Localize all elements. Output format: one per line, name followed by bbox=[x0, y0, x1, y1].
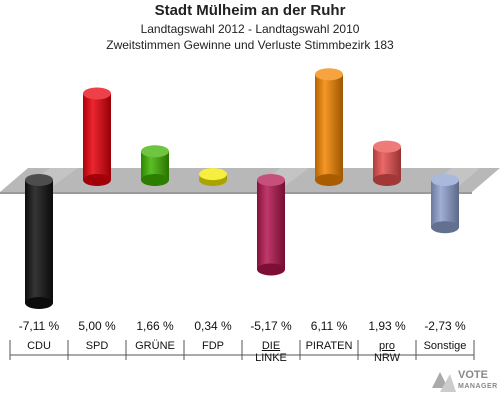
baseline-plane-edge bbox=[0, 192, 472, 194]
bar-top-cap bbox=[431, 174, 459, 186]
bar-fdp bbox=[199, 168, 227, 186]
value-label: 5,00 % bbox=[78, 319, 116, 333]
category-label-line-1: SPD bbox=[85, 340, 109, 352]
chart-subtitle: Landtagswahl 2012 - Landtagswahl 2010 bbox=[140, 22, 360, 36]
category-label-line-1: pro bbox=[379, 340, 395, 352]
bar-top-cap bbox=[373, 140, 401, 153]
bar-spd bbox=[83, 87, 111, 186]
category-label-line-1: PIRATEN bbox=[305, 340, 353, 352]
bar-body bbox=[315, 74, 343, 180]
value-label: 1,93 % bbox=[368, 319, 406, 333]
category-label-line-1: Sonstige bbox=[423, 340, 467, 352]
bar-top-cap bbox=[257, 174, 285, 186]
bar-top-cap bbox=[141, 145, 169, 158]
category-label-line-2: NRW bbox=[373, 352, 401, 364]
bar-body bbox=[25, 180, 53, 304]
value-label: 0,34 % bbox=[194, 319, 232, 333]
logo-line-2: MANAGER bbox=[458, 383, 498, 390]
logo-text: VOTE MANAGER bbox=[458, 370, 498, 392]
bar-die bbox=[257, 148, 335, 276]
category-label-line-1: FDP bbox=[202, 340, 224, 352]
bar-body bbox=[83, 93, 111, 180]
category-label: PIRATEN bbox=[300, 340, 358, 352]
bar-grüne bbox=[141, 145, 169, 186]
category-label-line-2: LINKE bbox=[255, 352, 287, 364]
category-label: CDU bbox=[10, 340, 68, 352]
value-label: -2,73 % bbox=[424, 319, 466, 333]
bar-piraten bbox=[315, 68, 343, 186]
bar-sonstige bbox=[431, 163, 485, 234]
vote-manager-logo bbox=[432, 372, 456, 392]
category-label: SPD bbox=[68, 340, 126, 352]
category-label: pro NRW bbox=[358, 340, 416, 364]
bar-bottom-cap bbox=[25, 297, 53, 310]
baseline-plane bbox=[0, 168, 500, 194]
logo-line-1: VOTE bbox=[458, 369, 488, 381]
bar-bottom-cap bbox=[431, 221, 459, 234]
category-label: DIE LINKE bbox=[242, 340, 300, 364]
bar-body bbox=[257, 180, 285, 270]
category-label-line-1: GRÜNE bbox=[135, 340, 175, 352]
category-label-line-1: DIE bbox=[261, 340, 281, 352]
bar-bottom-cap bbox=[373, 174, 401, 186]
bar-top-cap bbox=[25, 174, 53, 186]
value-label: 1,66 % bbox=[136, 319, 174, 333]
chart-title: Stadt Mülheim an der Ruhr bbox=[154, 2, 346, 19]
bar-top-cap bbox=[199, 168, 227, 181]
bar-bottom-cap bbox=[257, 263, 285, 276]
bar-top-cap bbox=[315, 68, 343, 81]
baseline-plane-shape bbox=[0, 168, 500, 192]
bar-body bbox=[431, 180, 459, 228]
bar-bottom-cap bbox=[141, 174, 169, 186]
bar-pro bbox=[373, 140, 401, 186]
category-label: GRÜNE bbox=[126, 340, 184, 352]
value-label: 6,11 % bbox=[310, 319, 348, 333]
value-label: -7,11 % bbox=[18, 319, 60, 333]
bar-bottom-cap bbox=[83, 174, 111, 186]
category-label: Sonstige bbox=[416, 340, 474, 352]
category-label: FDP bbox=[184, 340, 242, 352]
category-separators bbox=[9, 340, 475, 360]
bar-bottom-cap bbox=[315, 174, 343, 186]
bar-top-cap bbox=[83, 87, 111, 100]
value-label: -5,17 % bbox=[250, 319, 292, 333]
category-label-line-1: CDU bbox=[27, 340, 51, 352]
bars-group bbox=[25, 68, 485, 310]
chart-subtitle-2: Zweitstimmen Gewinne und Verluste Stimmb… bbox=[106, 38, 394, 52]
